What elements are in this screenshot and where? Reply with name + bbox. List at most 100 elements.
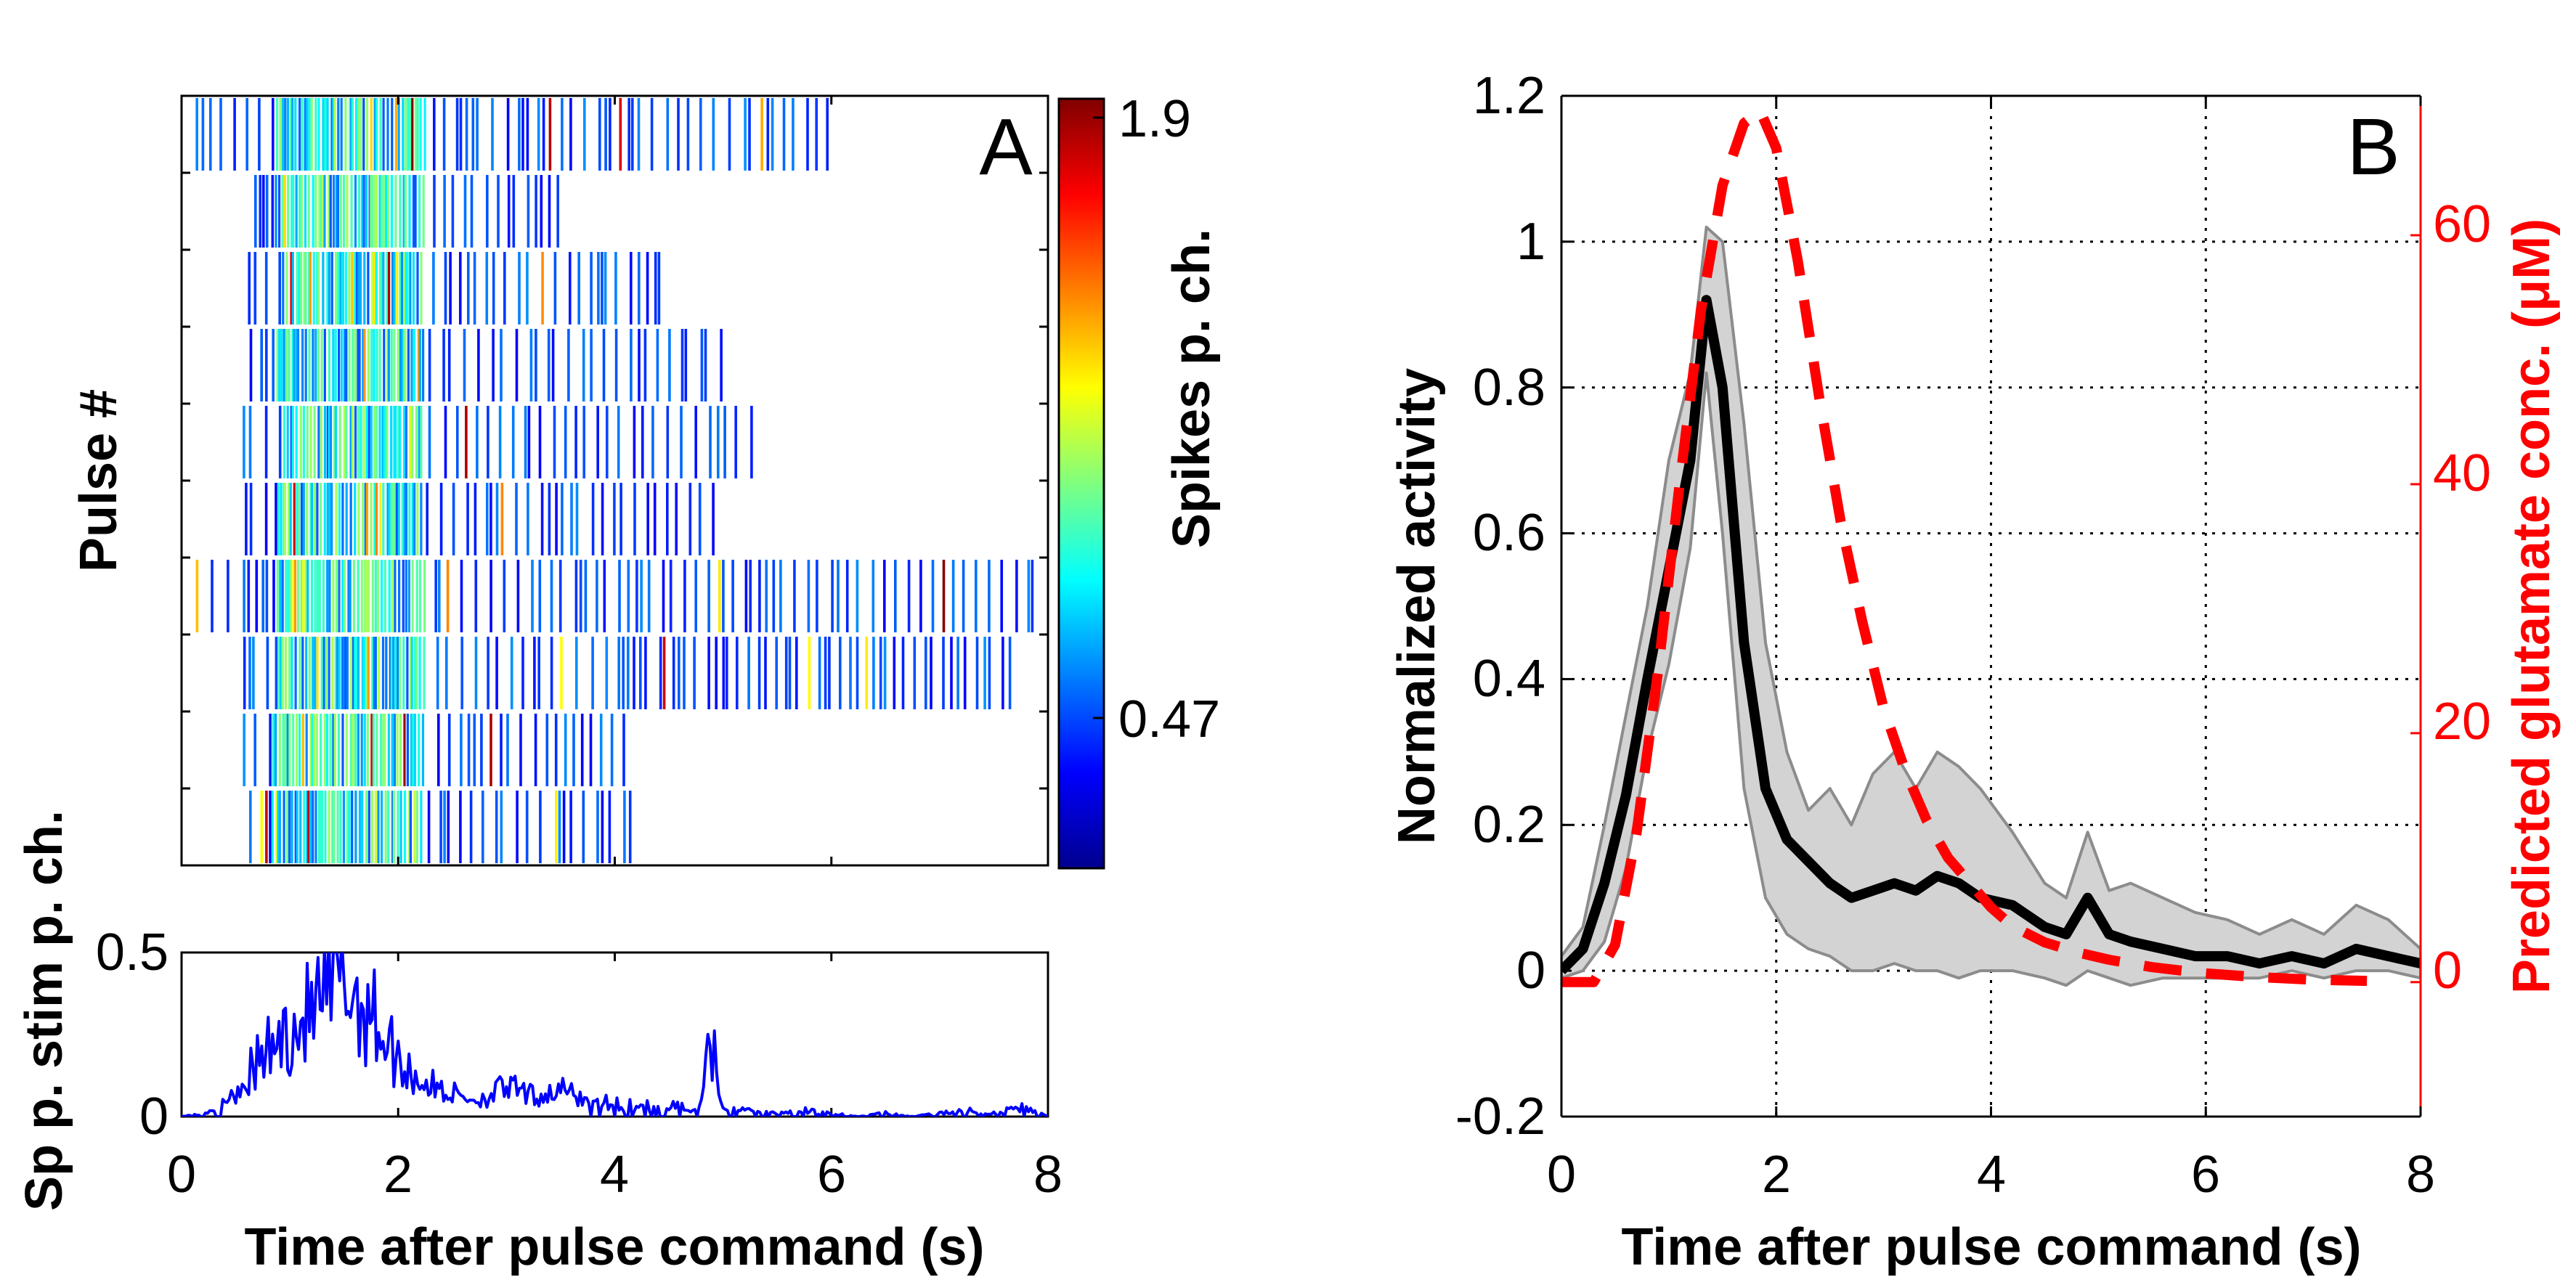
raster-bar xyxy=(507,175,511,248)
panel-b-letter: B xyxy=(2347,102,2400,192)
raster-bar xyxy=(326,252,329,325)
raster-bar xyxy=(306,791,309,863)
raster-bar xyxy=(392,791,395,863)
raster-bar xyxy=(348,329,351,401)
raster-bar xyxy=(521,98,524,171)
raster-bar xyxy=(386,252,389,325)
raster-bar xyxy=(309,406,312,478)
raster-bar xyxy=(380,714,383,786)
psth-xtick-label-2: 2 xyxy=(383,1146,413,1204)
raster-bar xyxy=(288,329,290,401)
raster-bar xyxy=(404,98,407,171)
raster-bar xyxy=(653,483,657,555)
raster-bar xyxy=(482,791,484,863)
raster-bar xyxy=(414,98,417,171)
raster-bar xyxy=(367,560,370,632)
raster-bar xyxy=(749,560,752,632)
raster-bar xyxy=(260,329,263,401)
raster-bar xyxy=(326,714,329,786)
raster-bar xyxy=(277,637,280,709)
raster-bar xyxy=(826,98,829,171)
raster-bar xyxy=(301,98,304,171)
raster-bar xyxy=(418,329,421,401)
raster-bar xyxy=(591,637,594,709)
raster-bar xyxy=(264,483,268,555)
raster-bar xyxy=(298,252,301,325)
raster-bar xyxy=(317,406,320,478)
raster-bar xyxy=(307,791,310,863)
raster-bar xyxy=(605,637,609,709)
raster-bar xyxy=(556,175,559,248)
raster-bar xyxy=(358,175,361,248)
raster-bar xyxy=(371,252,374,325)
raster-bar xyxy=(314,483,317,555)
raster-bar xyxy=(345,714,348,786)
raster-bar xyxy=(726,637,728,709)
raster-bar xyxy=(562,791,566,863)
raster-bar xyxy=(387,175,390,248)
raster-bar xyxy=(423,98,426,171)
raster-bar xyxy=(354,637,357,709)
raster-bar xyxy=(419,98,422,171)
raster-bar xyxy=(300,483,304,555)
raster-bar xyxy=(622,714,625,786)
raster-bar xyxy=(775,637,778,709)
raster-bar xyxy=(291,98,294,171)
raster-bar xyxy=(290,406,293,478)
raster-bar xyxy=(699,98,702,171)
raster-bar xyxy=(265,329,268,401)
raster-bar xyxy=(277,483,280,555)
raster-bar xyxy=(638,329,641,401)
raster-bar xyxy=(277,791,280,863)
raster-bar xyxy=(412,175,415,248)
raster-bar xyxy=(362,483,365,555)
raster-bar xyxy=(358,329,361,401)
raster-bar xyxy=(666,406,670,478)
raster-bar xyxy=(396,252,399,325)
raster-bar xyxy=(300,560,303,632)
raster-bar xyxy=(334,637,337,709)
raster-bar xyxy=(365,406,368,478)
raster-bar xyxy=(698,483,702,555)
raster-bar xyxy=(243,406,245,478)
raster-bar xyxy=(871,560,875,632)
b-ytick-right-label-20: 20 xyxy=(2433,693,2491,751)
raster-bar xyxy=(405,483,408,555)
raster-bar xyxy=(338,637,341,709)
raster-bar xyxy=(305,714,308,786)
raster-bar xyxy=(309,483,312,555)
raster-bar xyxy=(209,98,212,171)
raster-bar xyxy=(363,252,366,325)
raster-bar xyxy=(336,791,339,863)
raster-bar xyxy=(357,252,360,325)
raster-bar xyxy=(635,560,638,632)
raster-bar xyxy=(662,560,665,632)
raster-bar xyxy=(349,560,352,632)
raster-bar xyxy=(614,252,617,325)
raster-bar xyxy=(391,98,394,171)
raster-ticks xyxy=(180,96,1049,865)
raster-bar xyxy=(306,98,309,171)
raster-bar xyxy=(326,483,329,555)
raster-bar xyxy=(349,98,352,171)
raster-bar xyxy=(249,791,252,863)
raster-bar xyxy=(332,98,335,171)
raster-bar xyxy=(793,560,796,632)
raster-bar xyxy=(694,560,697,632)
raster-bar xyxy=(399,791,402,863)
raster-bar xyxy=(633,406,636,478)
raster-bar xyxy=(305,637,308,709)
raster-bar xyxy=(603,560,606,632)
raster-bar xyxy=(497,175,500,248)
raster-bar xyxy=(382,714,385,786)
raster-bar xyxy=(284,98,287,171)
raster-bar xyxy=(269,714,272,786)
raster-bar xyxy=(1015,560,1018,632)
raster-bar xyxy=(371,560,374,632)
raster-bar xyxy=(382,252,385,325)
raster-bar xyxy=(712,483,715,555)
raster-bar xyxy=(336,175,340,248)
raster-bar xyxy=(354,483,357,555)
raster-bar xyxy=(328,637,330,709)
raster-bar xyxy=(265,791,268,863)
